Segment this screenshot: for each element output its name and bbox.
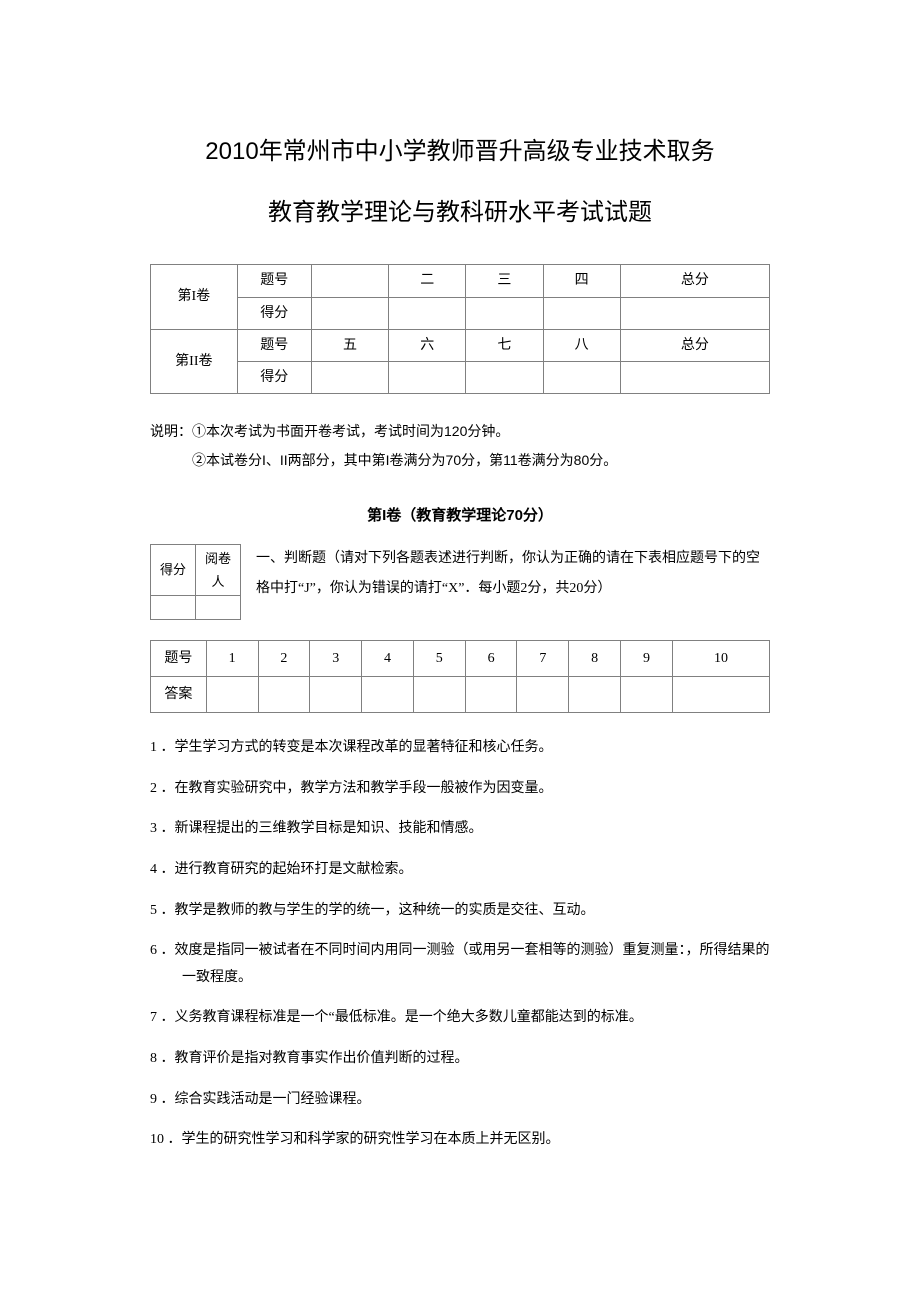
instructions-line1: 说明：①本次考试为书面开卷考试，考试时间为120分钟。 — [150, 419, 770, 444]
answer-cell — [672, 677, 769, 713]
score-cell — [389, 361, 466, 393]
answer-number-label: 题号 — [151, 641, 207, 677]
table-row: 得分 阅卷人 — [151, 544, 241, 596]
answer-cell — [621, 677, 673, 713]
score-label: 得分 — [237, 361, 311, 393]
list-item: 9 ．综合实践活动是一门经验课程。 — [150, 1087, 770, 1114]
answer-cell — [206, 677, 258, 713]
score-cell — [543, 297, 620, 329]
score-summary-table: 第I卷 题号 二 三 四 总分 得分 第II卷 题号 五 六 七 八 总分 得分 — [150, 264, 770, 394]
paper1-col3: 三 — [466, 265, 543, 297]
table-row: 第I卷 题号 二 三 四 总分 — [151, 265, 770, 297]
list-item: 8 ．教育评价是指对教育事实作出价值判断的过程。 — [150, 1046, 770, 1073]
question-section-intro: 一、判断题（请对下列各题表述进行判断，你认为正确的请在下表相应题号下的空格中打“… — [256, 544, 770, 606]
grader-score-cell — [151, 596, 196, 620]
answer-num-4: 4 — [362, 641, 414, 677]
question-intro-block: 得分 阅卷人 一、判断题（请对下列各题表述进行判断，你认为正确的请在下表相应题号… — [150, 544, 770, 621]
paper1-total: 总分 — [620, 265, 769, 297]
answer-cell — [413, 677, 465, 713]
table-row: 答案 — [151, 677, 770, 713]
paper2-col2: 六 — [389, 329, 466, 361]
answer-cell — [569, 677, 621, 713]
answer-num-7: 7 — [517, 641, 569, 677]
paper2-total: 总分 — [620, 329, 769, 361]
list-item: 10 ．学生的研究性学习和科学家的研究性学习在本质上并无区别。 — [150, 1127, 770, 1154]
answer-cell — [362, 677, 414, 713]
grader-score-label: 得分 — [151, 544, 196, 596]
grader-reviewer-label: 阅卷人 — [196, 544, 241, 596]
table-row — [151, 596, 241, 620]
score-cell — [543, 361, 620, 393]
grader-table: 得分 阅卷人 — [150, 544, 241, 621]
score-cell — [389, 297, 466, 329]
list-item: 4 ．进行教育研究的起始环打是文献检索。 — [150, 857, 770, 884]
exam-title-line1: 2010年常州市中小学教师晋升高级专业技术取务 — [150, 130, 770, 173]
paper1-col4: 四 — [543, 265, 620, 297]
paper2-col1: 五 — [311, 329, 388, 361]
table-row: 得分 — [151, 297, 770, 329]
paper1-col2: 二 — [389, 265, 466, 297]
answer-num-8: 8 — [569, 641, 621, 677]
list-item: 5 ．教学是教师的教与学生的学的统一，这种统一的实质是交往、互动。 — [150, 898, 770, 925]
score-cell — [466, 361, 543, 393]
list-item: 2 ．在教育实验研究中，教学方法和教学手段一般被作为因变量。 — [150, 776, 770, 803]
answer-cell — [310, 677, 362, 713]
list-item: 6 ．效度是指同一被试者在不同时间内用同一测验（或用另一套相等的测验）重复测量：… — [150, 938, 770, 991]
paper1-col1 — [311, 265, 388, 297]
score-cell — [620, 297, 769, 329]
instructions-line2: ②本试卷分I、II两部分，其中第I卷满分为70分，第11卷满分为80分。 — [150, 448, 770, 473]
list-item: 7 ．义务教育课程标准是一个“最低标准。是一个绝大多数儿童都能达到的标准。 — [150, 1005, 770, 1032]
answer-num-1: 1 — [206, 641, 258, 677]
answer-num-2: 2 — [258, 641, 310, 677]
section-heading: 第I卷（教育教学理论70分） — [150, 502, 770, 529]
score-cell — [311, 297, 388, 329]
paper1-label: 第I卷 — [151, 265, 238, 329]
list-item: 1 ．学生学习方式的转变是本次课程改革的显著特征和核心任务。 — [150, 735, 770, 762]
list-item: 3 ．新课程提出的三维教学目标是知识、技能和情感。 — [150, 816, 770, 843]
table-row: 题号 1 2 3 4 5 6 7 8 9 10 — [151, 641, 770, 677]
answer-num-3: 3 — [310, 641, 362, 677]
table-row: 得分 — [151, 361, 770, 393]
answer-num-9: 9 — [621, 641, 673, 677]
grader-reviewer-cell — [196, 596, 241, 620]
number-label: 题号 — [237, 265, 311, 297]
answer-cell — [517, 677, 569, 713]
paper2-col3: 七 — [466, 329, 543, 361]
score-cell — [311, 361, 388, 393]
score-cell — [466, 297, 543, 329]
answer-cell — [258, 677, 310, 713]
answer-answer-label: 答案 — [151, 677, 207, 713]
exam-title-line2: 教育教学理论与教科研水平考试试题 — [150, 191, 770, 234]
number-label: 题号 — [237, 329, 311, 361]
answer-cell — [465, 677, 517, 713]
answer-num-10: 10 — [672, 641, 769, 677]
score-label: 得分 — [237, 297, 311, 329]
answer-table: 题号 1 2 3 4 5 6 7 8 9 10 答案 — [150, 640, 770, 713]
paper2-label: 第II卷 — [151, 329, 238, 393]
answer-num-5: 5 — [413, 641, 465, 677]
question-list: 1 ．学生学习方式的转变是本次课程改革的显著特征和核心任务。 2 ．在教育实验研… — [150, 735, 770, 1154]
score-cell — [620, 361, 769, 393]
table-row: 第II卷 题号 五 六 七 八 总分 — [151, 329, 770, 361]
paper2-col4: 八 — [543, 329, 620, 361]
answer-num-6: 6 — [465, 641, 517, 677]
